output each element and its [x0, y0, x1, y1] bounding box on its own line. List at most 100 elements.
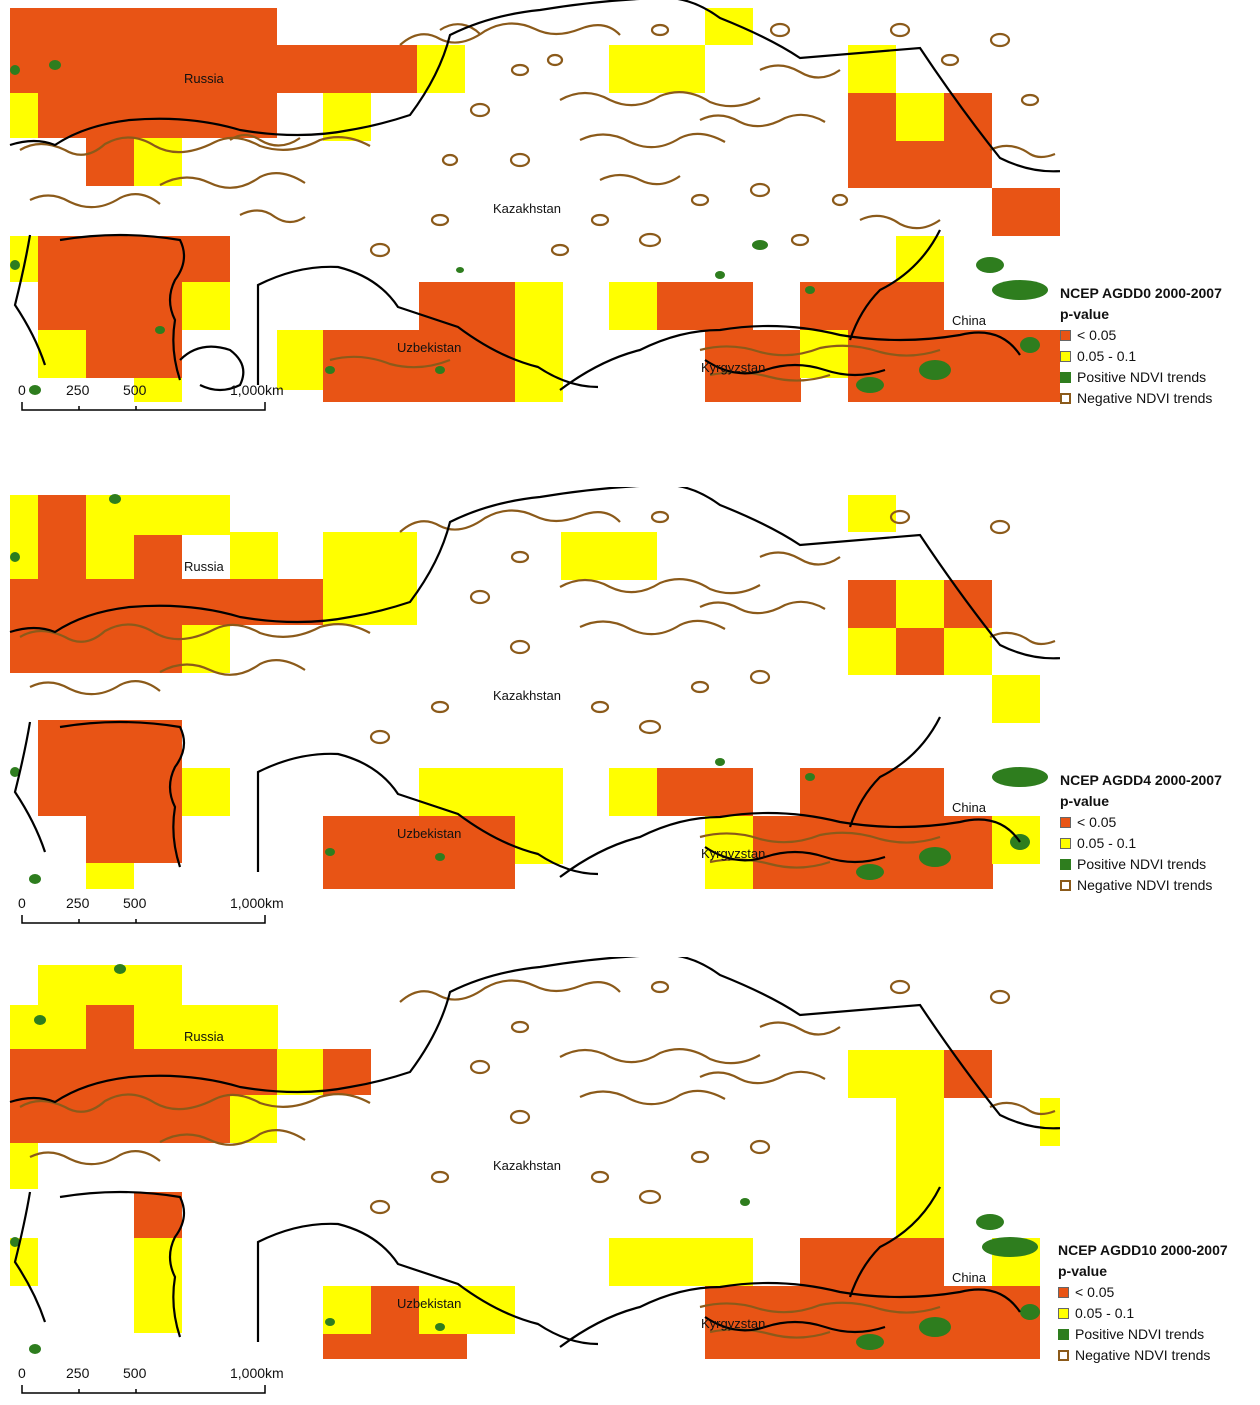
grid-cell-sig-low — [609, 1238, 753, 1286]
map-legend: NCEP AGDD4 2000-2007 p-value < 0.05 0.05… — [1060, 770, 1222, 896]
label-uzbekistan: Uzbekistan — [397, 826, 461, 841]
legend-label: < 0.05 — [1077, 325, 1116, 346]
grid-cell-sig-low — [38, 965, 182, 1005]
grid-cell-sig-high — [657, 282, 753, 330]
grid-cell-sig-low — [182, 282, 230, 330]
grid-cell-sig-high — [800, 282, 944, 330]
scale-line — [0, 1365, 300, 1405]
scale-bar: 0 250 500 1,000km — [0, 382, 300, 422]
legend-item-sig-high: < 0.05 — [1060, 812, 1222, 833]
legend-item-positive: Positive NDVI trends — [1060, 854, 1222, 875]
legend-label: Negative NDVI trends — [1077, 388, 1212, 409]
grid-cell-sig-high — [86, 330, 182, 378]
legend-title: NCEP AGDD10 2000-2007 — [1058, 1240, 1228, 1261]
legend-item-sig-high: < 0.05 — [1058, 1282, 1228, 1303]
grid-cell-sig-low — [848, 495, 896, 532]
grid-cell-sig-low — [609, 282, 657, 330]
grid-cell-sig-high — [38, 720, 182, 768]
grid-cell-sig-low — [86, 495, 230, 535]
label-china: China — [952, 1270, 986, 1285]
grid-cell-sig-low — [417, 45, 465, 93]
grid-cell-sig-low — [10, 495, 38, 579]
legend-item-negative: Negative NDVI trends — [1058, 1345, 1228, 1366]
grid-cell-sig-low — [848, 1050, 944, 1098]
grid-cell-sig-low — [1040, 1098, 1060, 1146]
grid-cell-sig-high — [848, 141, 992, 188]
label-kyrgyzstan: Kyrgyzstan — [701, 846, 765, 861]
label-kyrgyzstan: Kyrgyzstan — [701, 360, 765, 375]
grid-cell-sig-low — [86, 535, 134, 579]
map-panel-agdd4: Russia Kazakhstan Uzbekistan Kyrgyzstan … — [0, 487, 1260, 917]
grid-cell-sig-low — [10, 1143, 38, 1189]
legend-item-sig-low: 0.05 - 0.1 — [1058, 1303, 1228, 1324]
legend-item-positive: Positive NDVI trends — [1058, 1324, 1228, 1345]
grid-cell-sig-high — [848, 580, 896, 628]
legend-subtitle: p-value — [1060, 304, 1222, 325]
legend-subtitle: p-value — [1060, 791, 1222, 812]
grid-cell-sig-high — [992, 188, 1060, 236]
legend-title: NCEP AGDD0 2000-2007 — [1060, 283, 1222, 304]
grid-cell-sig-low — [515, 282, 563, 402]
map-panel-agdd0: Russia Kazakhstan Uzbekistan Kyrgyzstan … — [0, 0, 1260, 430]
legend-item-sig-high: < 0.05 — [1060, 325, 1222, 346]
grid-cell-sig-high — [134, 1192, 182, 1238]
grid-cell-sig-low — [323, 532, 417, 625]
grid-cell-sig-low — [10, 1005, 86, 1049]
label-uzbekistan: Uzbekistan — [397, 340, 461, 355]
scale-line — [0, 382, 300, 422]
legend-label: < 0.05 — [1075, 1282, 1114, 1303]
grid-cell-sig-high — [86, 138, 134, 186]
grid-cell-sig-high — [86, 768, 182, 863]
legend-label: Positive NDVI trends — [1075, 1324, 1204, 1345]
grid-cell-sig-low — [38, 330, 86, 378]
grid-cell-sig-low — [10, 93, 38, 138]
grid-cell-sig-low — [992, 675, 1040, 723]
map-legend: NCEP AGDD10 2000-2007 p-value < 0.05 0.0… — [1058, 1240, 1228, 1366]
grid-cell-sig-high — [10, 579, 323, 625]
grid-cell-sig-high — [134, 535, 182, 579]
grid-cell-sig-high — [38, 282, 182, 330]
label-russia: Russia — [184, 71, 224, 86]
scale-line — [0, 895, 300, 935]
label-kazakhstan: Kazakhstan — [493, 1158, 561, 1173]
grid-cell-sig-low — [230, 532, 278, 579]
grid-cell-sig-low — [10, 236, 38, 282]
legend-subtitle: p-value — [1058, 1261, 1228, 1282]
grid-cell-sig-low — [323, 1286, 371, 1334]
scale-bar: 0 250 500 1,000km — [0, 1365, 300, 1405]
legend-item-negative: Negative NDVI trends — [1060, 388, 1222, 409]
grid-cell-sig-low — [896, 580, 944, 628]
legend-label: 0.05 - 0.1 — [1077, 346, 1136, 367]
grid-cell-sig-high — [657, 768, 753, 816]
grid-cell-sig-high — [38, 495, 86, 579]
legend-label: Positive NDVI trends — [1077, 367, 1206, 388]
grid-cell-sig-low — [609, 45, 705, 93]
label-china: China — [952, 313, 986, 328]
legend-label: Negative NDVI trends — [1077, 875, 1212, 896]
grid-cell-sig-low — [230, 1095, 277, 1143]
grid-cell-sig-high — [38, 236, 230, 282]
label-russia: Russia — [184, 1029, 224, 1044]
grid-cell-sig-low — [561, 532, 657, 580]
grid-cell-sig-high — [38, 768, 86, 816]
grid-cell-sig-low — [609, 768, 657, 816]
legend-label: < 0.05 — [1077, 812, 1116, 833]
grid-cell-sig-high — [848, 93, 896, 141]
grid-cell-sig-high — [896, 628, 944, 675]
legend-label: Positive NDVI trends — [1077, 854, 1206, 875]
legend-item-negative: Negative NDVI trends — [1060, 875, 1222, 896]
grid-cell-sig-low — [515, 816, 563, 864]
legend-item-positive: Positive NDVI trends — [1060, 367, 1222, 388]
map-panel-agdd10: Russia Kazakhstan Uzbekistan Kyrgyzstan … — [0, 957, 1260, 1392]
grid-cell-sig-low — [86, 863, 134, 889]
label-russia: Russia — [184, 559, 224, 574]
scale-bar: 0 250 500 1,000km — [0, 895, 300, 935]
grid-cell-sig-low — [182, 768, 230, 816]
map-legend: NCEP AGDD0 2000-2007 p-value < 0.05 0.05… — [1060, 283, 1222, 409]
grid-cell-sig-low — [896, 1098, 944, 1192]
grid-cell-sig-low — [277, 330, 323, 390]
grid-cell-sig-low — [277, 1049, 323, 1095]
grid-cell-sig-low — [896, 93, 944, 141]
grid-cell-sig-high — [800, 768, 944, 816]
legend-label: 0.05 - 0.1 — [1075, 1303, 1134, 1324]
